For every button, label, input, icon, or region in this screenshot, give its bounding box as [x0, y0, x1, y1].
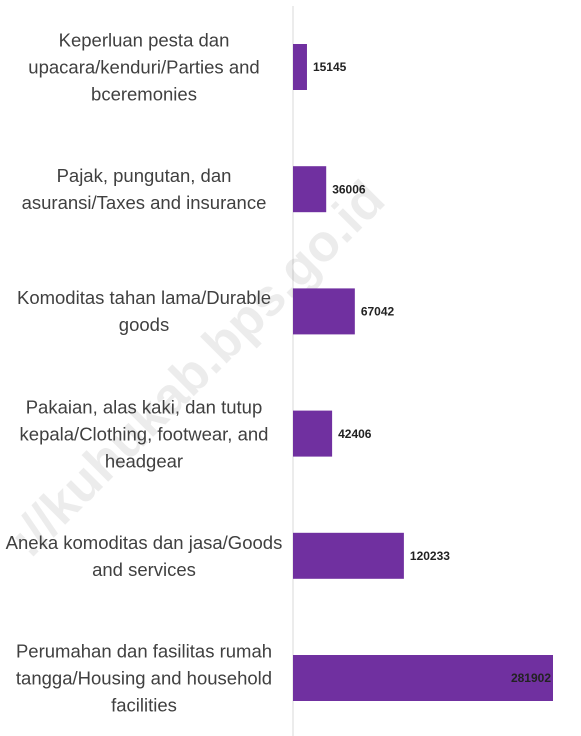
value-label: 281902 [511, 671, 551, 685]
bar [293, 44, 307, 90]
category-label: Pakaian, alas kaki, dan tutup kepala/Clo… [19, 396, 269, 472]
value-label: 15145 [313, 60, 347, 74]
value-label: 120233 [410, 549, 450, 563]
value-label: 67042 [361, 305, 395, 319]
value-label: 36006 [332, 182, 366, 196]
category-label: Komoditas tahan lama/Durable goods [16, 287, 271, 336]
category-label: Perumahan dan fasilitas rumah tangga/Hou… [15, 640, 273, 716]
category-label: Pajak, pungutan, dan asuransi/Taxes and … [21, 165, 267, 214]
bar [293, 166, 327, 213]
watermark: ://kuhukab.bps.go.id [0, 170, 396, 568]
bar [293, 532, 404, 579]
value-label: 42406 [338, 427, 372, 441]
category-label: Keperluan pesta dan upacara/kenduri/Part… [28, 29, 260, 105]
category-label: Aneka komoditas dan jasa/Goods and servi… [5, 531, 283, 580]
bar [293, 410, 333, 457]
bar [293, 288, 355, 335]
bar [293, 655, 553, 701]
